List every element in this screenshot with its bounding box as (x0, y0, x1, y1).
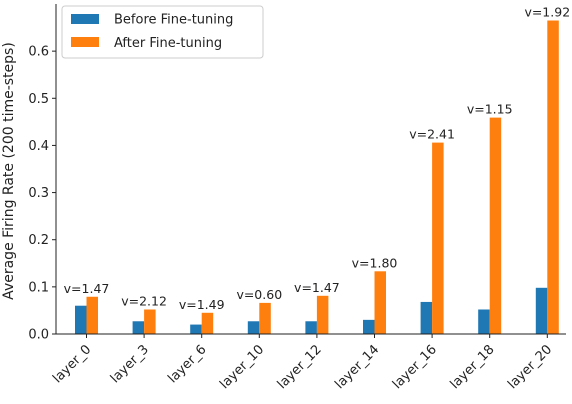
annotation-layer_20: v=1.92 (524, 5, 570, 20)
bar-before-layer_6 (190, 324, 202, 334)
bar-after-layer_0 (86, 296, 98, 334)
y-tick-label: 0.6 (28, 45, 49, 60)
bar-after-layer_18 (489, 117, 502, 334)
bar-before-layer_12 (305, 321, 317, 334)
bar-after-layer_14 (374, 271, 386, 334)
bar-after-layer_16 (432, 142, 444, 334)
bar-after-layer_12 (316, 295, 329, 334)
y-tick-label: 0.3 (28, 186, 49, 201)
legend: Before Fine-tuning After Fine-tuning (61, 5, 264, 59)
y-axis-label: Average Firing Rate (200 time-steps) (1, 42, 17, 300)
bar-before-layer_18 (478, 309, 490, 334)
legend-label-before: Before Fine-tuning (114, 13, 233, 28)
annotation-layer_3: v=2.12 (121, 293, 167, 308)
legend-label-after: After Fine-tuning (114, 36, 222, 51)
y-ticks-group: 0.0 0.1 0.2 0.3 0.4 0.5 0.6 (28, 45, 56, 343)
bar-before-layer_10 (247, 321, 260, 334)
annotation-layer_18: v=1.15 (467, 102, 513, 117)
bars-group (75, 20, 559, 334)
annotation-layer_6: v=1.49 (179, 297, 225, 312)
y-tick-label: 0.2 (28, 233, 49, 248)
bar-after-layer_20 (547, 20, 559, 334)
legend-swatch-before (71, 14, 99, 24)
y-tick-label: 0.1 (28, 280, 49, 295)
bar-after-layer_3 (144, 309, 156, 334)
annotation-layer_0: v=1.47 (64, 281, 110, 296)
legend-frame (61, 5, 264, 59)
y-tick-label: 0.5 (28, 92, 49, 107)
legend-swatch-after (71, 37, 99, 47)
axes-group (55, 4, 566, 335)
y-tick-label: 0.4 (28, 139, 49, 154)
bar-before-layer_0 (75, 305, 87, 334)
bar-before-layer_14 (363, 319, 375, 334)
annotation-layer_10: v=0.60 (236, 287, 282, 302)
annotation-layer_16: v=2.41 (409, 127, 455, 142)
bar-before-layer_16 (420, 301, 433, 334)
bar-before-layer_20 (535, 287, 548, 334)
annotation-layer_12: v=1.47 (294, 280, 340, 295)
annotations-group: v=1.47 v=2.12 v=1.49 v=0.60 v=1.47 v=1.80 v=2.… (64, 5, 571, 312)
annotation-layer_14: v=1.80 (352, 255, 398, 270)
y-tick-label: 0.0 (28, 328, 49, 343)
bar-before-layer_3 (132, 321, 145, 334)
bar-after-layer_10 (259, 302, 271, 334)
bar-after-layer_6 (201, 312, 214, 334)
